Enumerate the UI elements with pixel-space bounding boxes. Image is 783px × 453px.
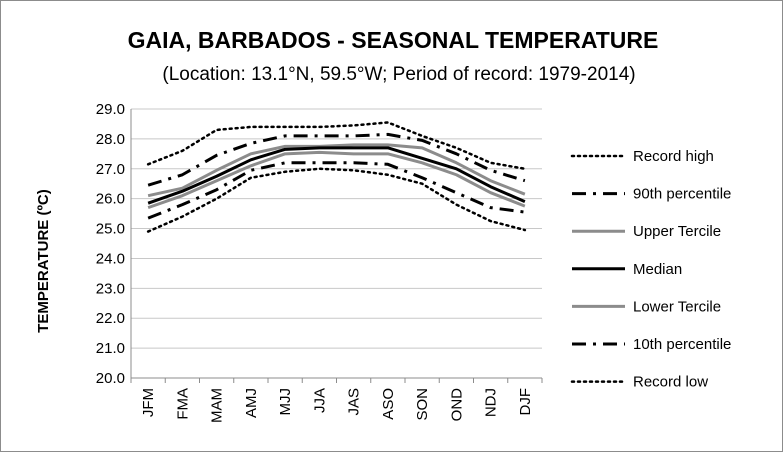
series-line-record-low (146, 167, 527, 233)
legend-label-upper-tercile: Upper Tercile (633, 223, 721, 240)
y-tick-label: 21.0 (96, 340, 125, 357)
tick-layer: 20.0 21.0 22.0 23.0 24.0 25.0 26.0 27.0 28.0 29.0… (96, 101, 534, 423)
x-tick-label: ASO (380, 388, 397, 420)
x-tick-label: JAS (346, 388, 363, 416)
y-tick-label: 24.0 (96, 250, 125, 267)
y-tick-label: 20.0 (96, 370, 125, 387)
x-tick-label: JJA (311, 388, 328, 413)
y-tick-label: 27.0 (96, 161, 125, 178)
y-tick-label: 25.0 (96, 221, 125, 238)
legend-label-record-low: Record low (633, 374, 708, 391)
series-layer (146, 121, 527, 233)
legend-label-lower-tercile: Lower Tercile (633, 298, 721, 315)
series-line-median (147, 146, 526, 205)
legend-label-10th-percentile: 10th percentile (633, 336, 731, 353)
grid-layer (130, 108, 543, 383)
series-line-lower-tercile (147, 150, 526, 210)
y-tick-label: 28.0 (96, 131, 125, 148)
series-line-90th-percentile (147, 132, 526, 187)
y-tick-label: 26.0 (96, 191, 125, 208)
y-tick-label: 22.0 (96, 310, 125, 327)
x-tick-label: MAM (209, 388, 226, 423)
x-tick-label: FMA (174, 388, 191, 420)
x-tick-label: JFM (140, 388, 157, 417)
y-tick-label: 23.0 (96, 280, 125, 297)
legend-label-median: Median (633, 261, 682, 278)
x-tick-label: AMJ (243, 388, 260, 418)
x-tick-label: DJF (517, 388, 534, 416)
series-line-10th-percentile (147, 161, 526, 220)
legend-label-90th-percentile: 90th percentile (633, 186, 731, 203)
x-tick-label: MJJ (277, 388, 294, 416)
legend: Record high 90th percentile Upper Tercile M… (570, 148, 731, 391)
chart-title: GAIA, BARBADOS - SEASONAL TEMPERATURE (128, 27, 659, 53)
x-tick-label: NDJ (483, 388, 500, 417)
x-tick-label: SON (414, 388, 431, 421)
legend-label-record-high: Record high (633, 148, 714, 165)
chart-subtitle: (Location: 13.1°N, 59.5°W; Period of rec… (162, 64, 635, 85)
series-line-record-high (146, 121, 527, 171)
x-tick-label: OND (448, 388, 465, 422)
series-line-upper-tercile (147, 143, 526, 198)
y-tick-label: 29.0 (96, 101, 125, 118)
y-axis-label: TEMPERATURE (ºC) (35, 189, 52, 333)
